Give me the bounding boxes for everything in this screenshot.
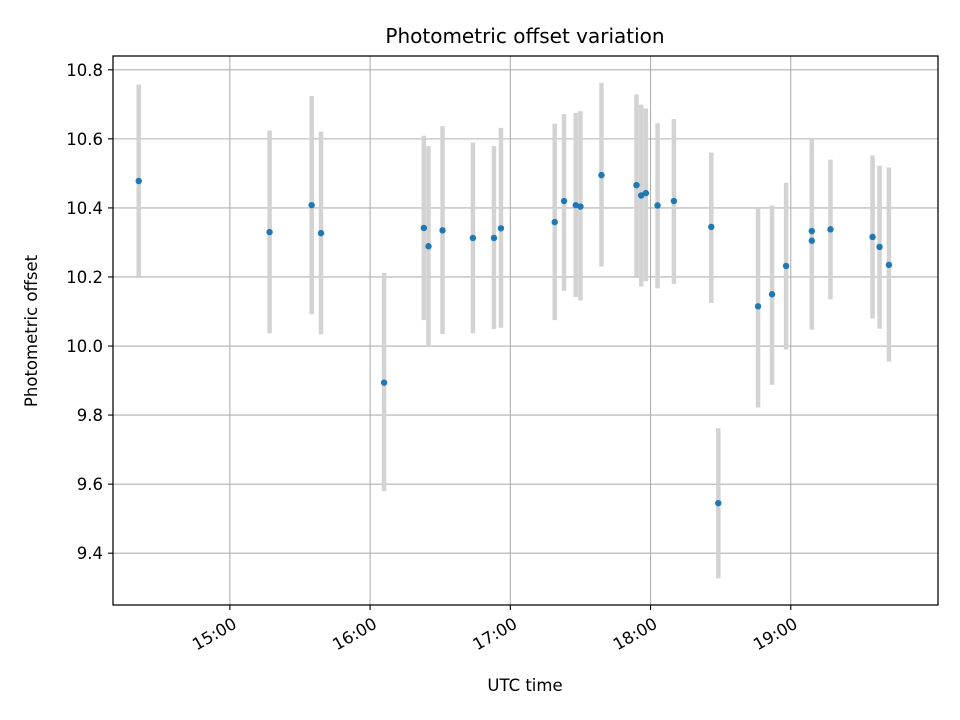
data-point bbox=[808, 237, 815, 244]
chart-title: Photometric offset variation bbox=[385, 24, 664, 48]
data-point bbox=[598, 171, 605, 179]
data-point bbox=[869, 233, 876, 241]
data-point bbox=[708, 223, 715, 231]
data-point bbox=[782, 262, 790, 270]
data-point bbox=[715, 499, 722, 507]
x-axis-label: UTC time bbox=[487, 676, 562, 695]
data-point bbox=[754, 303, 762, 310]
data-point bbox=[425, 243, 432, 250]
y-tick-label: 9.4 bbox=[77, 544, 103, 563]
data-point bbox=[490, 234, 498, 242]
data-points bbox=[135, 171, 893, 507]
data-point bbox=[670, 197, 678, 205]
data-point bbox=[885, 261, 893, 269]
data-point bbox=[317, 229, 325, 237]
data-point bbox=[808, 227, 815, 235]
data-point bbox=[876, 243, 883, 251]
data-point bbox=[654, 202, 661, 209]
data-point bbox=[827, 226, 834, 233]
data-point bbox=[497, 225, 505, 232]
y-tick-label: 9.8 bbox=[77, 406, 103, 425]
data-point bbox=[577, 203, 584, 210]
data-point bbox=[420, 224, 428, 232]
data-point bbox=[439, 227, 446, 234]
y-tick-label: 10.6 bbox=[66, 130, 103, 149]
y-tick-label: 10.2 bbox=[66, 268, 103, 287]
y-axis-ticks: 9.4 9.6 9.8 10.0 10.2 10.4 10.6 10.8 bbox=[66, 61, 113, 563]
data-point bbox=[266, 228, 273, 236]
y-tick-label: 9.6 bbox=[77, 475, 103, 494]
y-tick-label: 10.0 bbox=[66, 337, 103, 356]
data-point bbox=[380, 379, 388, 386]
data-point bbox=[135, 177, 142, 185]
plot-area-frame bbox=[112, 55, 939, 606]
y-tick-label: 10.4 bbox=[66, 199, 103, 218]
data-point bbox=[633, 181, 640, 189]
data-point bbox=[768, 291, 776, 298]
data-point bbox=[560, 197, 568, 205]
data-point bbox=[551, 218, 558, 226]
data-point bbox=[469, 234, 477, 242]
y-tick-label: 10.8 bbox=[66, 61, 103, 80]
y-axis-label: Photometric offset bbox=[22, 254, 41, 407]
data-point bbox=[642, 189, 650, 197]
data-point bbox=[308, 201, 315, 209]
grid-lines bbox=[113, 56, 938, 605]
